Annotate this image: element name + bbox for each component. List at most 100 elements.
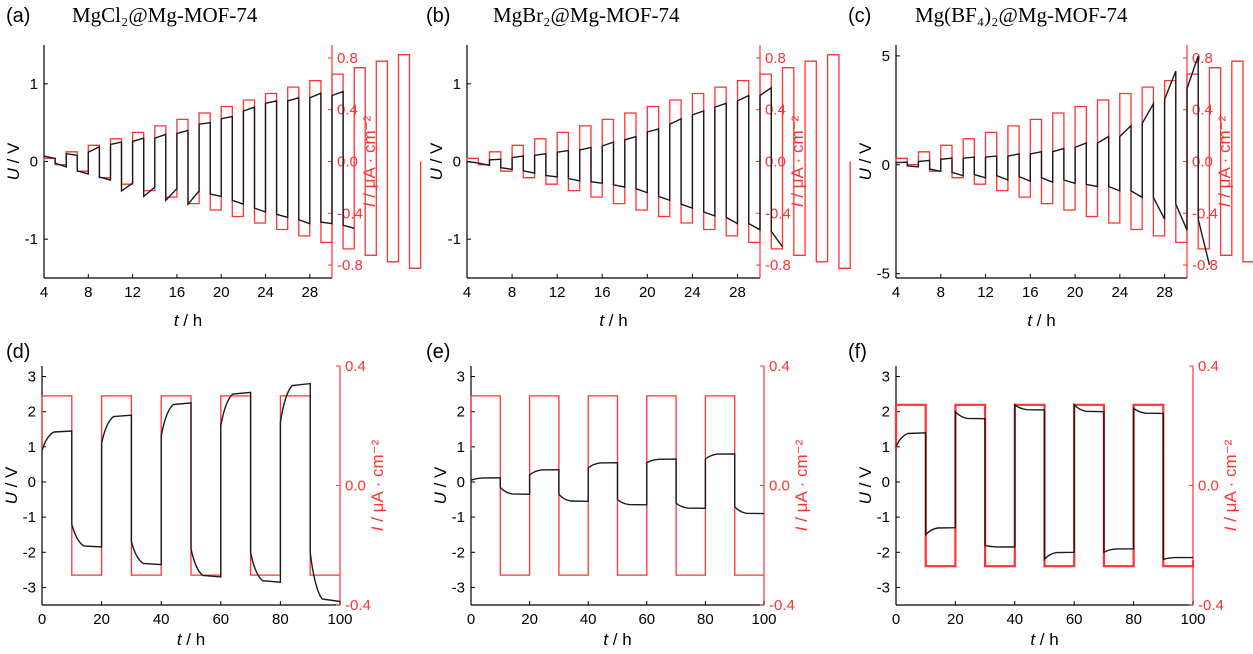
x-tick-label: 20 (947, 611, 964, 628)
y-tick-label: 5 (882, 48, 890, 65)
y2-tick-label: 0.4 (769, 358, 790, 375)
y-axis-unit: / V (427, 142, 446, 168)
y-tick-label: 0 (453, 154, 461, 171)
x-axis-unit: / h (179, 311, 203, 330)
x-tick-label: 16 (594, 284, 611, 301)
y-axis-unit: / V (2, 466, 21, 492)
x-tick-label: 12 (549, 284, 566, 301)
y2-tick-label: -0.4 (1192, 205, 1218, 222)
y2-axis-label: I / μA · cm⁻² (788, 115, 807, 207)
x-tick-label: 12 (977, 284, 994, 301)
y2-axis-variable: I (792, 526, 811, 531)
y-tick-label: -1 (23, 509, 36, 526)
x-axis-label: t / h (1027, 311, 1055, 330)
voltage-series-line (466, 86, 784, 248)
voltage-series-line (895, 402, 1193, 562)
x-axis-unit: / h (182, 630, 206, 649)
x-tick-label: 4 (892, 284, 900, 301)
y2-tick-label: 0.4 (1198, 358, 1219, 375)
y2-axis-variable: I (360, 202, 379, 207)
y-tick-label: 3 (457, 369, 465, 386)
x-tick-label: 100 (751, 611, 776, 628)
y-axis-label: U / V (4, 142, 23, 180)
y-tick-label: 0 (28, 474, 36, 491)
panel-label: (b) (426, 5, 450, 27)
x-axis-variable: t (1027, 311, 1033, 330)
y2-tick-label: -0.8 (765, 257, 791, 274)
y-tick-label: 1 (457, 439, 465, 456)
x-axis-unit: / h (1032, 311, 1056, 330)
x-tick-label: 4 (463, 284, 471, 301)
y-tick-label: 0 (457, 474, 465, 491)
y2-tick-label: -0.8 (337, 257, 363, 274)
x-tick-label: 8 (937, 284, 945, 301)
x-tick-label: 24 (1112, 284, 1129, 301)
x-tick-label: 0 (38, 611, 46, 628)
y-tick-label: 1 (453, 76, 461, 93)
x-axis-label: t / h (177, 630, 205, 649)
panel-title: Mg(BF₄)₂@Mg-MOF-74 (915, 3, 1128, 27)
current-series-line (470, 395, 764, 576)
voltage-series-line (895, 55, 1211, 266)
y2-axis-label: I / μA · cm⁻² (1215, 115, 1234, 207)
voltage-series-line (41, 382, 341, 603)
x-tick-label: 20 (93, 611, 110, 628)
panel-a: (a) MgCl₂@Mg-MOF-74 4 8 12 16 20 24 28 1 0 -1 0.8 0.4… (4, 3, 422, 330)
x-axis-label: t / h (599, 311, 627, 330)
x-tick-label: 60 (1066, 611, 1083, 628)
y-tick-label: 1 (30, 76, 38, 93)
y2-axis-unit: / μA · cm⁻² (1221, 439, 1240, 526)
y2-axis-label: I / μA · cm⁻² (1221, 439, 1240, 531)
y-axis-variable: U (2, 491, 21, 504)
y2-axis-variable: I (1215, 202, 1234, 207)
x-tick-label: 80 (697, 611, 714, 628)
y2-axis-variable: I (1221, 526, 1240, 531)
y-axis-variable: U (856, 491, 875, 504)
x-tick-label: 0 (892, 611, 900, 628)
x-tick-label: 40 (153, 611, 170, 628)
x-axis-unit: / h (1035, 630, 1059, 649)
y2-axis-unit: / μA · cm⁻² (368, 439, 387, 526)
y-tick-label: 2 (882, 404, 890, 421)
y-tick-label: -3 (452, 579, 465, 596)
y2-tick-label: -0.4 (337, 205, 363, 222)
y2-tick-label: 0.0 (337, 154, 358, 171)
y-tick-label: 2 (28, 404, 36, 421)
y-axis-unit: / V (431, 466, 450, 492)
x-tick-label: 40 (580, 611, 597, 628)
x-tick-label: 16 (169, 284, 186, 301)
y-tick-label: 3 (28, 369, 36, 386)
panel-title: MgBr₂@Mg-MOF-74 (493, 3, 680, 27)
x-tick-label: 60 (638, 611, 655, 628)
x-tick-label: 20 (521, 611, 538, 628)
y-tick-label: 3 (882, 369, 890, 386)
x-tick-label: 4 (40, 284, 48, 301)
y-axis-label: U / V (427, 142, 446, 180)
x-tick-label: 40 (1006, 611, 1023, 628)
panel-label: (d) (6, 341, 30, 363)
y-tick-label: -3 (23, 579, 36, 596)
y-axis-unit: / V (4, 142, 23, 168)
y-axis-label: U / V (2, 466, 21, 504)
y2-axis-unit: / μA · cm⁻² (1215, 115, 1234, 202)
y2-tick-label: 0.4 (1192, 102, 1213, 119)
x-axis-variable: t (1030, 630, 1036, 649)
panel-c: (c) Mg(BF₄)₂@Mg-MOF-74 4 8 12 16 20 24 28 5 0 -5 0.8… (848, 3, 1253, 330)
x-axis-label: t / h (1030, 630, 1058, 649)
y2-axis-unit: / μA · cm⁻² (792, 439, 811, 526)
y-tick-label: -3 (877, 579, 890, 596)
y2-tick-label: 0.8 (337, 50, 358, 67)
y-axis-unit: / V (856, 142, 875, 168)
voltage-series-line (470, 453, 765, 515)
x-axis-label: t / h (603, 630, 631, 649)
y2-axis-unit: / μA · cm⁻² (788, 115, 807, 202)
x-tick-label: 28 (302, 284, 319, 301)
x-tick-label: 20 (213, 284, 230, 301)
y2-axis-label: I / μA · cm⁻² (368, 439, 387, 531)
y-axis-variable: U (431, 491, 450, 504)
y-tick-label: 1 (882, 439, 890, 456)
voltage-series-line (43, 90, 355, 229)
x-tick-label: 8 (508, 284, 516, 301)
panel-label: (f) (848, 341, 867, 363)
x-tick-label: 28 (729, 284, 746, 301)
